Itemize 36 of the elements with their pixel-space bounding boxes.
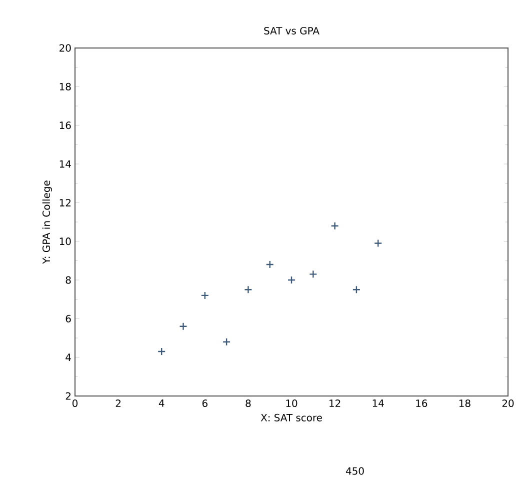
x-tick-label: 20 (502, 399, 514, 408)
text: 450 (346, 467, 364, 475)
y-tick-label: 6 (66, 314, 71, 322)
y-tick-label: 8 (66, 276, 71, 284)
point (309, 270, 318, 278)
point (222, 338, 231, 346)
x-tick-label: 10 (286, 399, 298, 408)
y-tick-label: 20 (60, 44, 71, 52)
x-tick-label: 8 (246, 399, 251, 408)
y-axis-title: Y: GPA in College (42, 180, 52, 264)
y-tick-label: 14 (60, 160, 71, 168)
point (158, 347, 166, 356)
chart-title: SAT vs GPA (264, 26, 320, 34)
point (330, 222, 339, 230)
y-tick-label: 12 (60, 198, 70, 206)
point (179, 322, 188, 330)
x-tick-label: 18 (459, 399, 470, 408)
x-tick-label: 4 (158, 400, 164, 407)
y-tick-label: 16 (60, 122, 71, 130)
x-tick-label: 2 (116, 399, 120, 407)
x-axis-title: X: SAT score (260, 414, 322, 422)
point (374, 239, 382, 248)
y-tick-label: 18 (60, 82, 71, 90)
y-tick-label: 10 (60, 238, 71, 246)
point (287, 276, 296, 284)
point (266, 260, 274, 269)
y-tick-label: 2 (66, 392, 70, 400)
y-tick-label: 4 (66, 354, 71, 361)
x-tick-label: 14 (372, 400, 384, 407)
x-tick-label: 6 (202, 399, 208, 408)
x-tick-label: 16 (416, 399, 428, 408)
point (244, 286, 252, 294)
point (352, 286, 361, 294)
point (200, 291, 210, 300)
x-tick-label: 0 (72, 399, 78, 408)
x-tick-label: 12 (330, 399, 340, 407)
